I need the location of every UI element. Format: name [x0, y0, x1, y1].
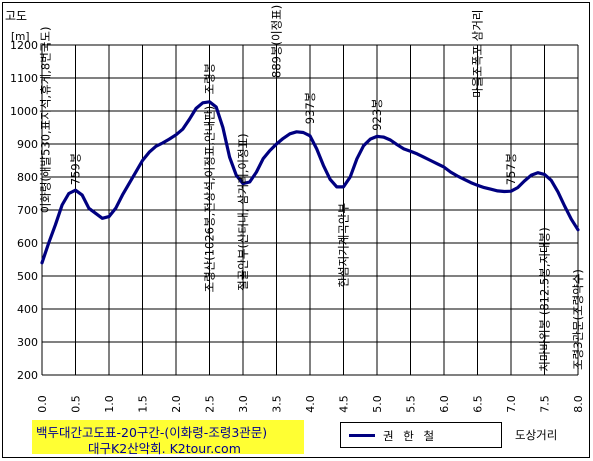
- y-axis-label: 고도: [5, 9, 27, 23]
- x-tick-label: 3.0: [237, 395, 250, 413]
- y-tick-label: 600: [17, 237, 38, 250]
- annotation-label: 759봉: [69, 153, 83, 186]
- annotation-label: 조령3관문(조령약수): [571, 269, 585, 370]
- legend-swatch: [349, 434, 375, 437]
- altitude-line: [40, 100, 580, 265]
- y-tick-labels: 200 300 400 500 600 700 800 900 1000 1100 1200: [10, 39, 38, 382]
- y-axis-unit: [m]: [11, 31, 29, 43]
- x-tick-label: 6.5: [472, 395, 485, 413]
- x-tick-label: 8.0: [572, 395, 585, 413]
- annotation-label: 조령산(1026봉,전상석,이정표,안내판): [203, 106, 217, 293]
- x-tick-label: 3.5: [271, 395, 284, 413]
- y-tick-label: 400: [17, 303, 38, 316]
- y-tick-label: 300: [17, 336, 38, 349]
- annotation-label: 치마바위봉 (812.5봉,지대봉): [538, 227, 552, 371]
- x-tick-label: 0.0: [36, 395, 49, 413]
- y-tick-label: 1100: [10, 72, 38, 85]
- x-tick-label: 1.5: [137, 395, 150, 413]
- series-layer: [40, 100, 580, 265]
- x-tick-label: 7.0: [505, 395, 518, 413]
- legend: 권 한 철: [340, 422, 502, 448]
- x-tick-label: 1.0: [103, 395, 116, 413]
- distance-label: 도상거리: [515, 428, 558, 442]
- legend-label: 권 한 철: [383, 429, 438, 443]
- caption-club: 대구K2산악회. K2tour.com: [88, 441, 241, 456]
- annotation-label: 조령봉: [203, 63, 217, 95]
- caption-title: 백두대간고도표-20구간-(이화령-조령3관문): [36, 425, 268, 440]
- annotation-label: 이화령(해발530,표지석,휴게,8번국도): [38, 27, 52, 214]
- x-tick-label: 6.0: [438, 395, 451, 413]
- x-tick-labels: 0.0 0.5 1.0 1.5 2.0 2.5 3.0 3.5 4.0 4.5 5.0 5.5 6.0 6…: [36, 395, 585, 413]
- y-tick-label: 200: [17, 369, 38, 382]
- y-tick-label: 500: [17, 270, 38, 283]
- x-tick-label: 7.5: [539, 395, 552, 413]
- annotation-label: 절골안부(산터내, 삼거리,이정표): [236, 133, 250, 290]
- y-tick-label: 700: [17, 204, 38, 217]
- y-tick-label: 1200: [10, 39, 38, 52]
- y-tick-label: 800: [17, 171, 38, 184]
- x-tick-label: 5.0: [371, 395, 384, 413]
- caption-box: [32, 420, 304, 454]
- x-tick-label: 2.5: [204, 395, 217, 413]
- annotation-label: 757봉: [504, 153, 518, 186]
- grid: [41, 44, 579, 376]
- x-tick-label: 2.0: [170, 395, 183, 413]
- y-tick-label: 1000: [10, 105, 38, 118]
- y-tick-label: 900: [17, 138, 38, 151]
- annotation-label: 한섬지기계곡안부: [337, 203, 351, 288]
- annotation-label: 마을조폭포 삼거리: [471, 10, 485, 98]
- annotation-label: 923봉: [370, 98, 384, 131]
- annotation-label: 889봉(이정표): [270, 5, 284, 78]
- x-tick-label: 0.5: [70, 395, 83, 413]
- annotation-label: 937봉: [303, 92, 317, 125]
- x-tick-label: 4.0: [304, 395, 317, 413]
- annotations: 이화령(해발530,표지석,휴게,8번국도) 759봉 조령산(1026봉,전상석,…: [38, 5, 585, 372]
- x-tick-label: 5.5: [405, 395, 418, 413]
- x-tick-label: 4.5: [338, 395, 351, 413]
